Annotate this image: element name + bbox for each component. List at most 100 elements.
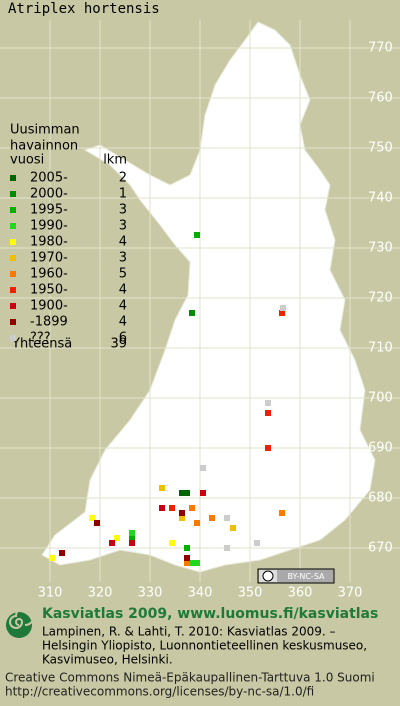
- occurrence-square: [280, 305, 286, 311]
- legend-swatch: [10, 175, 16, 181]
- map-title: Atriplex hortensis: [8, 1, 160, 17]
- occurrence-square: [189, 505, 195, 511]
- occurrence-square: [169, 505, 175, 511]
- legend-swatch: [10, 335, 16, 341]
- legend-label: -1899: [30, 315, 68, 330]
- occurrence-square: [184, 490, 190, 496]
- legend-label: 1990-: [30, 219, 68, 234]
- legend-count: 3: [119, 203, 127, 218]
- occurrence-square: [59, 550, 65, 556]
- legend-count: 4: [119, 283, 127, 298]
- occurrence-square: [194, 560, 200, 566]
- y-tick-label: 720: [368, 291, 393, 306]
- points: [49, 232, 286, 566]
- citation-line: Lampinen, R. & Lahti, T. 2010: Kasviatla…: [42, 625, 336, 639]
- occurrence-square: [279, 510, 285, 516]
- y-tick-label: 710: [368, 341, 393, 356]
- ticks: 310 320 330 340 350 360 370 670 680 690 700 710 720 7…: [38, 41, 393, 601]
- occurrence-square: [189, 560, 195, 566]
- legend-total-label: Yhteensä: [11, 337, 72, 352]
- y-tick-label: 770: [368, 41, 393, 56]
- legend-label: 1980-: [30, 235, 68, 250]
- legend-count: 3: [119, 219, 127, 234]
- license-line: Creative Commons Nimeä-Epäkaupallinen-Ta…: [5, 671, 375, 685]
- occurrence-square: [179, 515, 185, 521]
- legend-swatch: [10, 207, 16, 213]
- occurrence-square: [224, 545, 230, 551]
- legend-count: 1: [119, 187, 127, 202]
- occurrence-square: [265, 410, 271, 416]
- legend-header: Uusimman: [10, 123, 80, 138]
- y-tick-label: 680: [368, 491, 393, 506]
- legend-label: ???: [30, 331, 51, 346]
- occurrence-square: [200, 465, 206, 471]
- legend-label: 2000-: [30, 187, 68, 202]
- legend: Uusimman havainnon vuosi lkm Yhteensä 39…: [10, 123, 127, 352]
- legend-count: 5: [119, 267, 127, 282]
- logo-spiral: [9, 606, 35, 629]
- badge-icon: [262, 570, 274, 582]
- legend-count: 4: [119, 315, 127, 330]
- occurrence-square: [189, 310, 195, 316]
- citation-line: Kasvimuseo, Helsinki.: [42, 653, 173, 667]
- occurrence-square: [184, 545, 190, 551]
- legend-swatch: [10, 303, 16, 309]
- y-tick-label: 670: [368, 541, 393, 556]
- occurrence-square: [194, 232, 200, 238]
- legend-total: 39: [110, 337, 127, 352]
- occurrence-square: [129, 535, 135, 541]
- x-tick-label: 350: [238, 586, 263, 601]
- occurrence-square: [254, 540, 260, 546]
- occurrence-square: [169, 540, 175, 546]
- occurrence-square: [179, 490, 185, 496]
- legend-swatch: [10, 239, 16, 245]
- x-tick-label: 330: [138, 586, 163, 601]
- occurrence-square: [89, 515, 95, 521]
- x-tick-label: 310: [38, 586, 63, 601]
- footer-headline: Kasviatlas 2009, www.luomus.fi/kasviatla…: [42, 606, 378, 622]
- x-tick-label: 360: [288, 586, 313, 601]
- legend-count: 2: [119, 171, 127, 186]
- occurrence-square: [224, 515, 230, 521]
- x-tick-label: 370: [338, 586, 363, 601]
- legend-count: 4: [119, 235, 127, 250]
- occurrence-square: [279, 310, 285, 316]
- x-tick-label: 340: [188, 586, 213, 601]
- occurrence-square: [265, 400, 271, 406]
- legend-count: 3: [119, 251, 127, 266]
- legend-count: 6: [119, 331, 127, 346]
- occurrence-square: [230, 525, 236, 531]
- y-tick-label: 750: [368, 141, 393, 156]
- legend-swatch: [10, 319, 16, 325]
- x-tick-label: 320: [88, 586, 113, 601]
- finland-outline: [41, 21, 376, 573]
- legend-header: havainnon: [10, 139, 78, 154]
- occurrence-square: [184, 560, 190, 566]
- license-line: http://creativecommons.org/licenses/by-n…: [5, 685, 314, 699]
- citation-line: Helsingin Yliopisto, Luonnontieteellinen…: [42, 639, 367, 653]
- legend-label: 1900-: [30, 299, 68, 314]
- grid: [0, 20, 400, 582]
- occurrence-square: [194, 520, 200, 526]
- y-tick-label: 760: [368, 91, 393, 106]
- legend-label: 1960-: [30, 267, 68, 282]
- occurrence-square: [49, 555, 55, 561]
- occurrence-square: [184, 555, 190, 561]
- occurrence-square: [209, 515, 215, 521]
- legend-swatch: [10, 271, 16, 277]
- license-badge: BY-NC-SA: [257, 568, 335, 584]
- occurrence-square: [114, 535, 120, 541]
- legend-label: 1970-: [30, 251, 68, 266]
- legend-swatch: [10, 223, 16, 229]
- logo: [6, 606, 35, 638]
- occurrence-square: [159, 505, 165, 511]
- legend-label: 2005-: [30, 171, 68, 186]
- occurrence-square: [200, 490, 206, 496]
- y-tick-label: 740: [368, 191, 393, 206]
- y-tick-label: 730: [368, 241, 393, 256]
- legend-swatch: [10, 255, 16, 261]
- badge-text: BY-NC-SA: [287, 572, 325, 581]
- legend-label: 1950-: [30, 283, 68, 298]
